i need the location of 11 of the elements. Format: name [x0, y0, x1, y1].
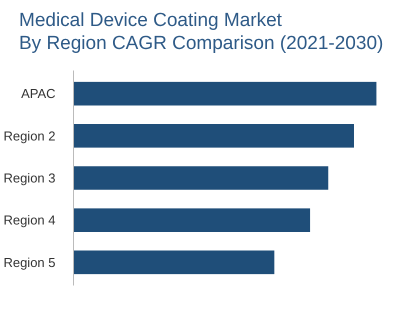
- bar: [74, 250, 274, 274]
- y-tick-label: Region 5: [3, 254, 56, 270]
- y-tick-label: Region 3: [3, 170, 56, 186]
- bar: [74, 82, 376, 106]
- y-tick-label: APAC: [21, 86, 56, 102]
- chart-title: Medical Device Coating Market By Region CAGR Comparison (2021-2030): [19, 9, 384, 55]
- y-tick-label: Region 4: [3, 212, 56, 228]
- bar: [74, 166, 328, 190]
- bar: [74, 124, 354, 148]
- bar: [74, 208, 310, 232]
- y-tick-label: Region 2: [3, 128, 56, 144]
